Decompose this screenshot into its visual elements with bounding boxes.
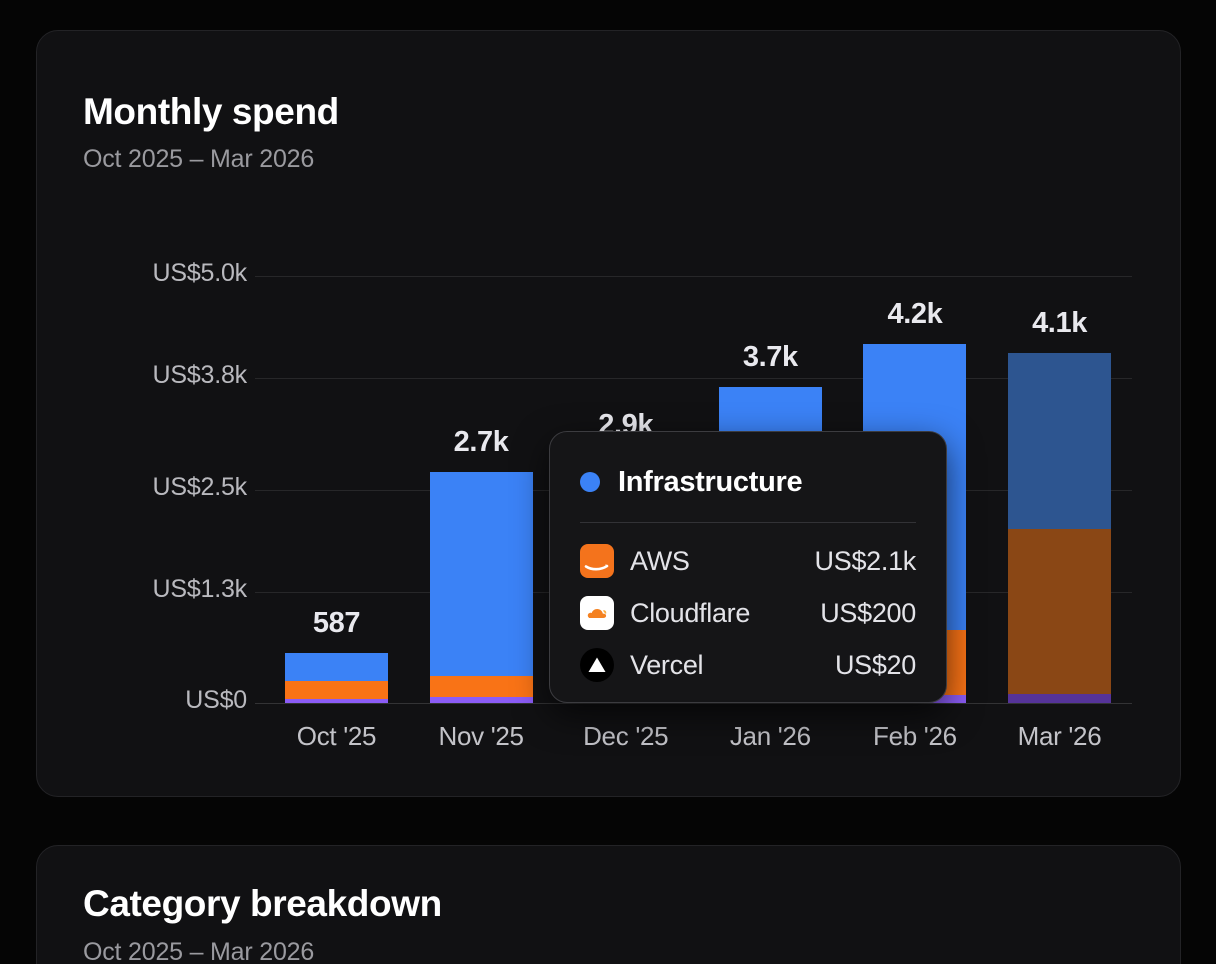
monthly-spend-card: Monthly spend Oct 2025 – Mar 2026 US$0 US… [36, 30, 1181, 797]
cloudflare-icon [580, 596, 614, 630]
bar-value-label: 4.2k [887, 298, 943, 331]
x-axis-tick-label: Feb '26 [872, 721, 957, 751]
tooltip-row-name: Vercel [630, 649, 704, 680]
category-page-title: Category breakdown [83, 883, 442, 924]
bar-segment-infrastructure [429, 472, 533, 676]
y-axis-tick-label: US$1.3k [152, 574, 248, 603]
tooltip-row-value: US$20 [834, 649, 916, 680]
y-axis-tick-label: US$3.8k [152, 361, 248, 390]
chart-gridline [255, 276, 1132, 277]
x-axis-tick-label: Jan '26 [729, 721, 811, 751]
tooltip-series-label: Infrastructure [618, 465, 803, 498]
category-date-range-subtitle: Oct 2025 – Mar 2026 [83, 938, 315, 964]
aws-icon [580, 544, 614, 578]
tooltip-row: AWS US$2.1k [580, 535, 916, 587]
y-axis-tick-label: US$2.5k [152, 472, 248, 501]
x-axis-tick-label: Oct '25 [296, 721, 377, 751]
tooltip-divider [580, 522, 916, 523]
bar-mar-26[interactable] [1008, 352, 1111, 703]
tooltip-row-value: US$2.1k [814, 545, 917, 576]
tooltip-header: Infrastructure [580, 460, 916, 504]
bar-segment-vercel [285, 699, 388, 703]
bar-segment-aws [429, 675, 533, 698]
series-color-dot [580, 472, 600, 492]
vercel-icon [580, 648, 614, 682]
tooltip-row: Cloudflare US$200 [580, 587, 916, 639]
tooltip-rows: AWS US$2.1k Cloudflare US$200 Vercel US$20 [580, 535, 916, 691]
bar-value-label: 3.7k [742, 341, 798, 374]
y-axis-tick-label: US$5.0k [152, 259, 248, 287]
category-breakdown-card: Category breakdown Oct 2025 – Mar 2026 [36, 845, 1181, 964]
bar-segment-infrastructure [1008, 352, 1111, 529]
x-axis-tick-label: Nov '25 [438, 721, 524, 751]
bar-segment-vercel [1008, 693, 1111, 703]
bar-oct-25[interactable] [285, 652, 388, 703]
bar-nov-25[interactable] [429, 472, 533, 703]
tooltip-row-name: Cloudflare [630, 597, 751, 628]
bar-value-label: 4.1k [1032, 306, 1087, 339]
chart-gridline [255, 378, 1132, 380]
date-range-subtitle: Oct 2025 – Mar 2026 [83, 145, 315, 173]
tooltip-row-value: US$200 [820, 597, 916, 628]
tooltip-row: Vercel US$20 [580, 639, 916, 691]
bar-segment-infrastructure [285, 652, 388, 682]
bar-segment-aws [285, 681, 388, 700]
chart-gridline [255, 703, 1132, 704]
y-axis-tick-label: US$0 [185, 686, 247, 714]
x-axis-tick-label: Dec '25 [583, 721, 669, 751]
chart-tooltip: Infrastructure AWS US$2.1k Cloudflare US$20… [549, 431, 947, 703]
bar-segment-vercel [429, 697, 533, 703]
bar-value-label: 587 [312, 606, 361, 639]
page-title: Monthly spend [83, 91, 339, 132]
bar-segment-aws [1008, 528, 1111, 694]
x-axis-tick-label: Mar '26 [1017, 721, 1102, 751]
bar-value-label: 2.7k [453, 426, 509, 459]
tooltip-row-name: AWS [630, 545, 690, 576]
